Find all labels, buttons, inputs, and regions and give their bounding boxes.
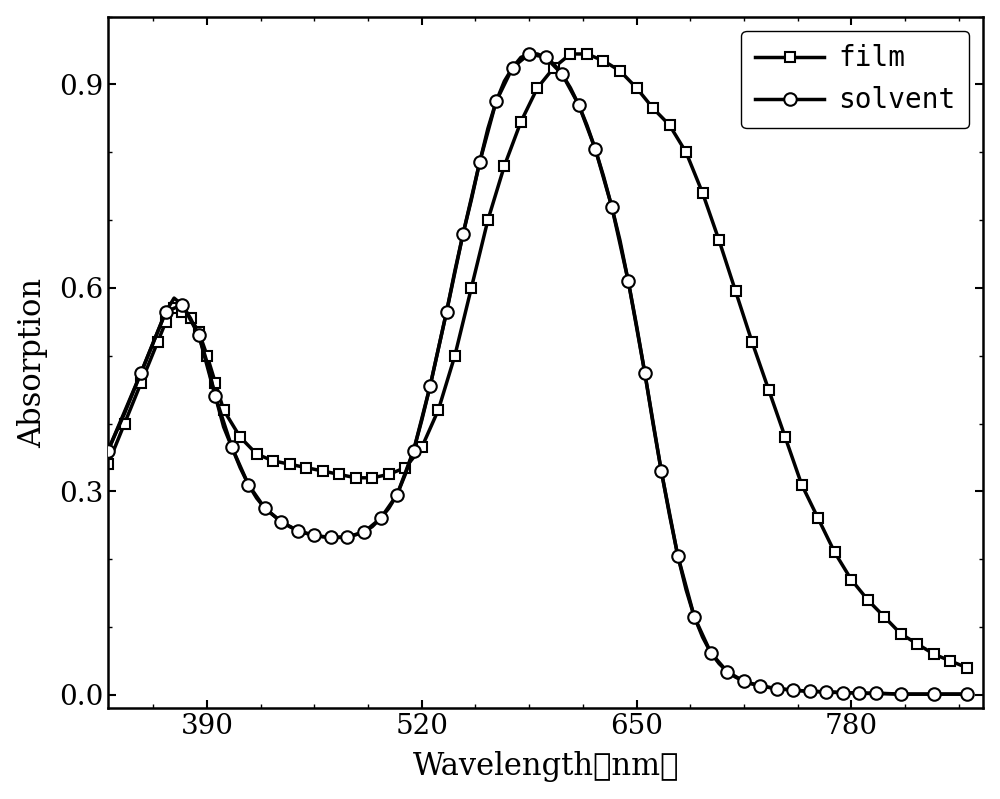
solvent: [589, 144, 601, 153]
solvent: [961, 690, 973, 699]
solvent: [540, 53, 552, 62]
solvent: [672, 551, 684, 561]
film: [697, 189, 709, 198]
Line: solvent: solvent: [102, 48, 973, 701]
film: [432, 405, 444, 415]
solvent: [606, 202, 618, 212]
solvent: [391, 490, 403, 499]
Legend: film, solvent: film, solvent: [741, 30, 969, 128]
film: [564, 50, 576, 59]
film: [961, 663, 973, 673]
film: [284, 459, 296, 469]
solvent: [573, 100, 585, 109]
solvent: [622, 276, 634, 286]
solvent: [705, 648, 717, 658]
solvent: [474, 157, 486, 167]
solvent: [804, 686, 816, 696]
film: [135, 378, 147, 388]
solvent: [837, 688, 849, 698]
solvent: [556, 70, 568, 79]
solvent: [639, 368, 651, 377]
Line: film: film: [103, 49, 972, 673]
solvent: [853, 688, 865, 698]
solvent: [160, 307, 172, 316]
solvent: [209, 392, 221, 401]
solvent: [441, 307, 453, 316]
solvent: [308, 531, 320, 540]
solvent: [135, 368, 147, 377]
film: [680, 148, 692, 157]
Y-axis label: Absorption: Absorption: [17, 277, 48, 447]
solvent: [275, 517, 287, 527]
solvent: [408, 446, 420, 455]
solvent: [738, 677, 750, 686]
solvent: [895, 690, 907, 699]
film: [102, 459, 114, 469]
solvent: [341, 532, 353, 542]
solvent: [655, 467, 667, 476]
solvent: [523, 50, 535, 59]
solvent: [424, 381, 436, 391]
film: [152, 337, 164, 347]
solvent: [102, 446, 114, 455]
solvent: [507, 63, 519, 73]
solvent: [688, 612, 700, 622]
X-axis label: Wavelength（nm）: Wavelength（nm）: [412, 751, 679, 782]
solvent: [754, 682, 766, 691]
solvent: [193, 331, 205, 340]
solvent: [358, 527, 370, 537]
solvent: [375, 514, 387, 523]
solvent: [928, 690, 940, 699]
solvent: [820, 687, 832, 697]
solvent: [787, 686, 799, 695]
solvent: [176, 300, 188, 310]
solvent: [771, 684, 783, 694]
solvent: [226, 443, 238, 452]
solvent: [490, 97, 502, 106]
solvent: [259, 503, 271, 513]
solvent: [870, 689, 882, 698]
solvent: [457, 229, 469, 238]
solvent: [242, 479, 254, 489]
solvent: [325, 533, 337, 543]
solvent: [721, 667, 733, 677]
solvent: [292, 526, 304, 535]
